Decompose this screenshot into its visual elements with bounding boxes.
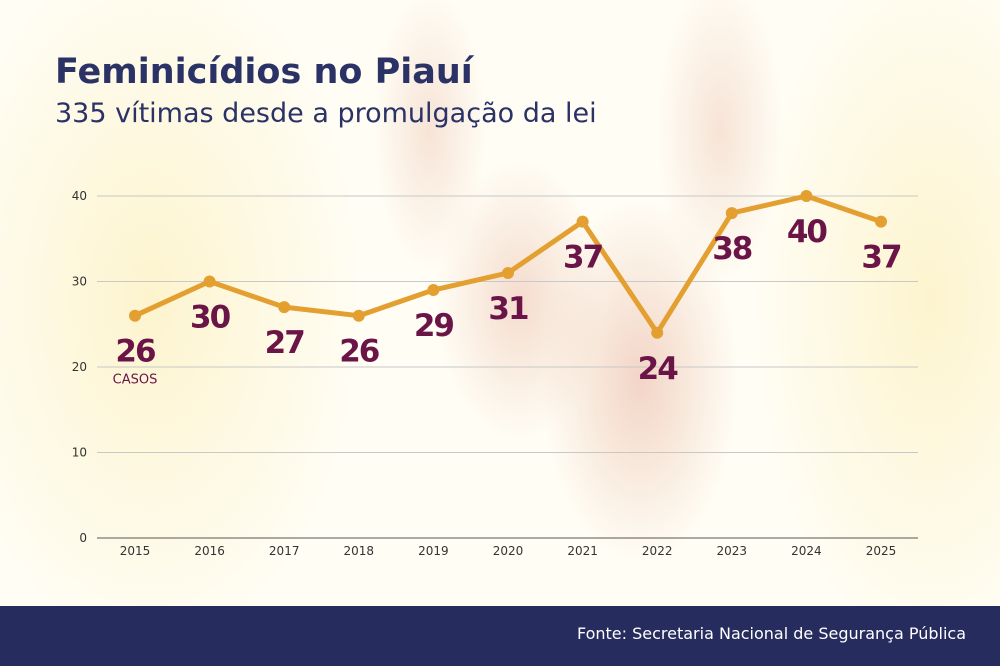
data-label: 29	[414, 308, 454, 344]
data-point	[651, 326, 664, 339]
data-point	[725, 207, 738, 220]
data-label: 31	[488, 291, 528, 327]
y-tick-label: 10	[72, 446, 87, 460]
footer-bar: Fonte: Secretaria Nacional de Segurança …	[0, 606, 1000, 666]
data-point	[203, 275, 216, 288]
data-label: 30	[190, 300, 231, 336]
x-tick-label: 2021	[567, 544, 598, 558]
chart-title: Feminicídios no Piauí	[55, 52, 473, 92]
source-note: Fonte: Secretaria Nacional de Segurança …	[576, 624, 966, 643]
x-tick-label: 2018	[344, 544, 375, 558]
data-label: 38	[712, 231, 752, 267]
x-tick-label: 2019	[418, 544, 449, 558]
data-point	[278, 301, 291, 314]
x-tick-label: 2025	[866, 544, 897, 558]
data-label: 24	[638, 351, 679, 387]
x-tick-label: 2017	[269, 544, 300, 558]
data-label: 37	[563, 240, 603, 276]
data-point	[427, 284, 440, 297]
data-label: 27	[265, 325, 305, 361]
data-label: 26	[115, 334, 155, 370]
data-point	[352, 309, 365, 322]
y-tick-label: 30	[72, 275, 87, 289]
x-tick-label: 2024	[791, 544, 822, 558]
data-point	[875, 215, 887, 228]
chart-subtitle: 335 vítimas desde a promulgação da lei	[55, 98, 597, 129]
data-point	[800, 190, 813, 202]
y-tick-label: 0	[79, 531, 87, 545]
data-point	[502, 266, 514, 279]
data-label: 40	[787, 214, 828, 250]
x-tick-label: 2023	[717, 544, 748, 558]
data-point	[576, 215, 589, 228]
data-label: 26	[339, 334, 379, 370]
unit-label: CASOS	[113, 373, 158, 388]
y-tick-label: 40	[72, 189, 87, 203]
data-point	[129, 309, 141, 322]
y-tick-label: 20	[72, 360, 87, 374]
data-label: 37	[861, 240, 901, 276]
line-chart: 0 10 20 30 40 2015 2016 2017 2018 2019 2020 2021 202…	[72, 189, 918, 558]
x-tick-label: 2015	[120, 544, 151, 558]
x-tick-label: 2022	[642, 544, 673, 558]
x-tick-label: 2016	[194, 544, 225, 558]
x-tick-label: 2020	[493, 544, 524, 558]
